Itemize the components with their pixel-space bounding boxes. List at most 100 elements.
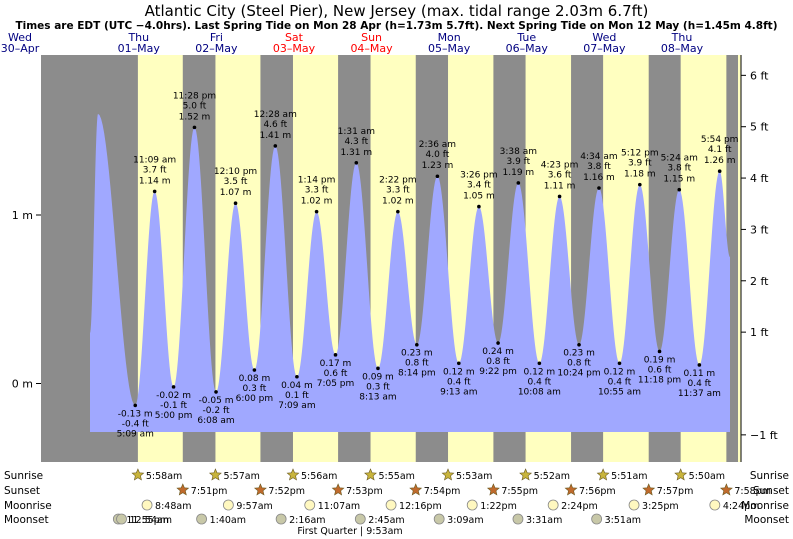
low-tide-point [617,361,622,366]
low-tide-point [171,385,176,389]
right-axis-label: 2 ft [750,275,769,288]
moonrise-time: 12:16pm [399,501,442,512]
sunrise-time: 5:56am [301,471,337,482]
moonrise-time: 1:22pm [480,501,517,512]
low-tide-metres: 0.11 m [684,369,716,379]
moonrise-time: 8:48am [155,501,191,512]
low-tide-metres: 0.23 m [563,349,595,359]
right-axis-label: 4 ft [750,172,769,185]
moonrise-icon [466,499,478,511]
day-of-week: Sun [361,31,382,44]
moonrise-time: 3:25pm [642,501,679,512]
high-tide-point [396,209,400,214]
high-tide-time: 12:28 am [254,110,297,120]
sunrise-time: 5:50am [689,471,725,482]
day-of-week: Wed [592,31,616,44]
low-tide-feet: 0.4 ft [608,377,632,387]
high-tide-metres: 1.18 m [624,170,656,180]
sunset-icon [176,483,190,496]
low-tide-feet: 0.4 ft [447,377,471,387]
sunset-icon [331,483,345,496]
low-tide-feet: 0.8 ft [486,357,510,367]
low-tide-time: 10:08 am [518,387,561,397]
high-tide-time: 4:34 am [580,152,617,162]
low-tide-point [295,374,299,379]
moonrise-icon [385,499,397,511]
low-tide-feet: 0.1 ft [285,391,309,401]
high-tide-time: 12:10 pm [214,167,257,177]
high-tide-feet: 4.3 ft [344,137,368,147]
sunset-icon [253,483,267,496]
day-date: 04–May [350,42,393,55]
high-tide-time: 4:23 pm [541,160,579,170]
high-tide-metres: 1.11 m [544,181,576,191]
high-tide-metres: 1.02 m [301,197,333,207]
low-tide-feet: -0.1 ft [160,401,187,411]
row-label-left: Moonset [4,514,49,526]
moonset-time: 3:09am [447,515,483,526]
sunrise-icon [674,468,688,481]
day-of-week: Fri [210,31,223,44]
right-axis-label: −1 ft [750,429,778,442]
high-tide-time: 3:38 am [500,147,537,157]
high-tide-time: 1:31 am [338,127,375,137]
high-tide-time: 2:22 pm [379,176,417,186]
day-date: 08–May [661,42,704,55]
high-tide-feet: 3.8 ft [587,162,611,172]
chart-title: Atlantic City (Steel Pier), New Jersey (… [144,2,649,20]
high-tide-time: 2:36 am [419,140,456,150]
day-of-week: Thu [671,31,693,44]
low-tide-metres: 0.09 m [362,372,394,382]
sunset-time: 7:55pm [501,486,538,497]
high-tide-metres: 1.31 m [340,148,372,158]
high-tide-feet: 4.0 ft [426,150,450,160]
low-tide-point [415,342,419,347]
low-tide-point [657,349,662,354]
low-tide-metres: -0.05 m [199,396,234,406]
low-tide-point [537,361,542,366]
day-date: 05–May [428,42,471,55]
low-tide-time: 8:14 pm [398,369,436,379]
high-tide-point [477,204,481,209]
moonrise-icon [628,499,640,511]
low-tide-metres: 0.04 m [281,381,313,391]
low-tide-feet: 0.4 ft [528,377,552,387]
high-tide-time: 11:09 am [133,155,176,165]
moonset-icon [512,513,524,525]
chart-subtitle: Times are EDT (UTC −4.0hrs). Last Spring… [15,20,778,32]
high-tide-feet: 3.7 ft [143,165,167,175]
high-tide-point [435,174,440,179]
high-tide-time: 1:14 pm [298,176,336,186]
high-tide-metres: 1.23 m [422,161,454,171]
high-tide-feet: 4.1 ft [708,145,732,155]
low-tide-metres: 0.24 m [482,347,514,357]
day-date: 30–Apr [1,42,40,55]
moonset-icon [116,513,127,525]
low-tide-point [457,361,461,366]
high-tide-feet: 3.9 ft [506,157,530,167]
row-label-right: Sunrise [750,470,789,482]
moonset-time: 3:51am [605,515,641,526]
low-tide-feet: 0.6 ft [648,365,672,375]
high-tide-metres: 1.15 m [663,175,695,185]
low-tide-time: 5:00 pm [155,411,193,421]
low-tide-time: 9:22 pm [479,367,517,377]
high-tide-metres: 1.05 m [463,192,495,202]
moonrise-icon [547,499,559,511]
low-tide-time: 6:00 pm [236,394,274,404]
low-tide-time: 9:13 am [440,387,477,397]
low-tide-feet: -0.4 ft [122,419,149,429]
row-label-right: Moonrise [741,500,789,512]
low-tide-point [376,366,380,371]
sunrise-time: 5:55am [379,471,415,482]
low-tide-metres: 0.08 m [239,374,271,384]
high-tide-point [233,201,238,206]
day-date: 06–May [506,42,549,55]
high-tide-time: 5:54 pm [701,135,739,145]
sunrise-time: 5:52am [534,471,570,482]
high-tide-point [516,181,521,185]
sunrise-icon [208,468,222,481]
right-edge [738,55,741,462]
high-tide-feet: 3.8 ft [667,164,691,174]
row-label-right: Moonset [744,514,789,526]
